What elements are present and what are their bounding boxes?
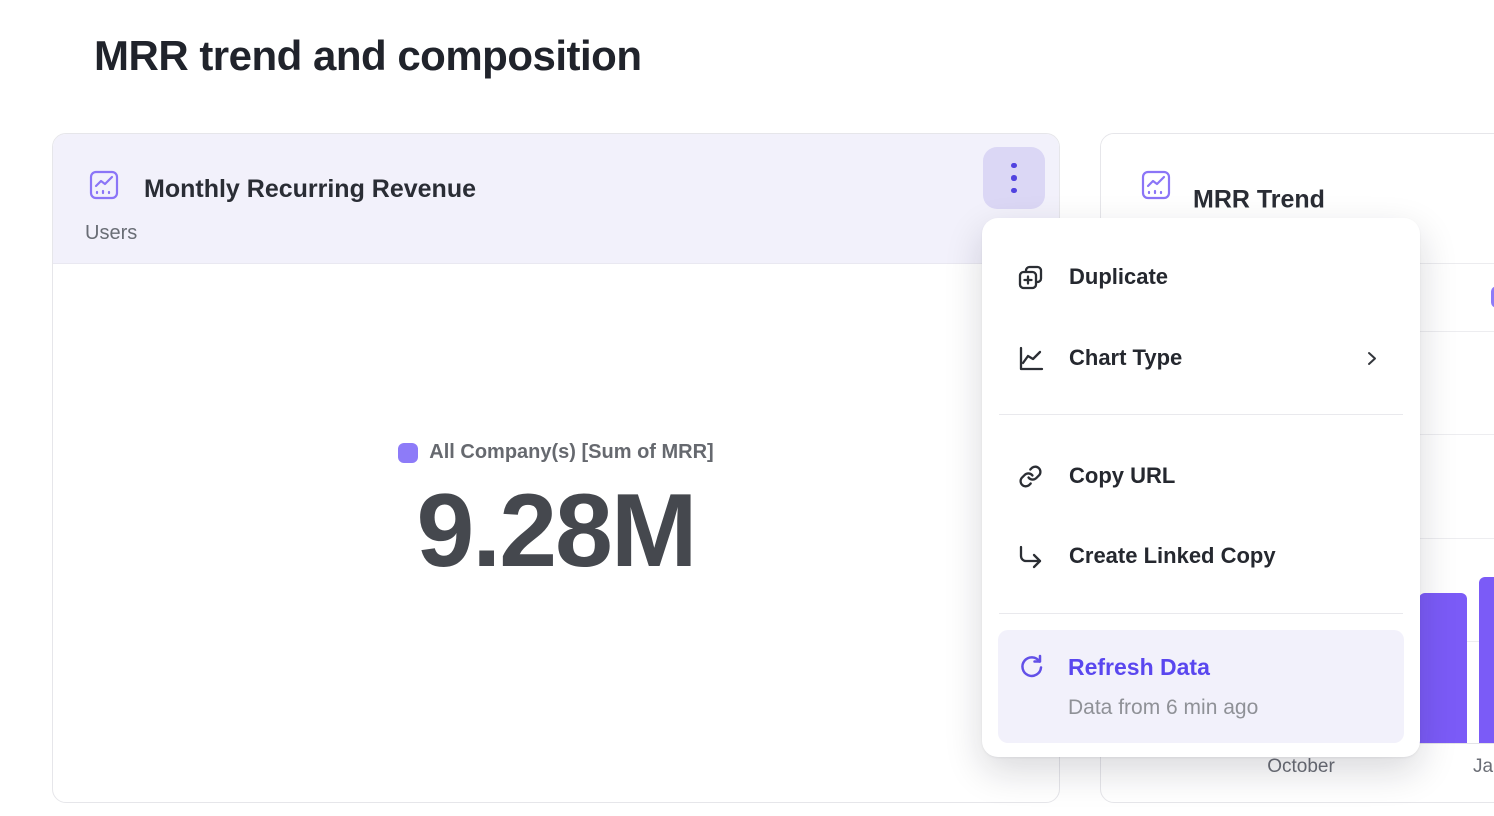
chevron-right-icon: [1363, 350, 1380, 367]
menu-item-label: Chart Type: [1069, 345, 1183, 370]
legend-row: All Company(s) [Sum of MRR]: [53, 441, 1059, 464]
big-number-value: 9.28M: [416, 473, 697, 589]
card-menu-button[interactable]: [983, 147, 1045, 209]
menu-item-create-linked-copy[interactable]: Create Linked Copy: [982, 523, 1420, 589]
legend-swatch: [398, 442, 419, 463]
linked-copy-icon: [1017, 543, 1044, 570]
x-tick-label-october: October: [1267, 756, 1335, 777]
card-context-menu: Duplicate Chart Type Copy URL: [982, 218, 1420, 757]
trend-legend-swatch: [1491, 286, 1494, 308]
chart-card-icon: [1141, 170, 1171, 200]
kebab-icon: [1011, 162, 1017, 169]
trend-card-title: MRR Trend: [1193, 185, 1325, 213]
menu-item-label: Duplicate: [1069, 264, 1169, 289]
menu-item-copy-url[interactable]: Copy URL: [982, 443, 1420, 509]
chart-card-icon: [89, 170, 119, 200]
menu-divider: [999, 613, 1403, 614]
duplicate-icon: [1017, 264, 1044, 291]
x-tick-label-january: January: [1473, 756, 1494, 777]
mrr-card-header: Monthly Recurring Revenue Users: [53, 134, 1059, 264]
link-icon: [1017, 463, 1044, 490]
bar-january[interactable]: [1479, 577, 1494, 743]
refresh-icon: [1018, 654, 1045, 681]
line-chart-icon: [1017, 345, 1044, 372]
menu-item-label: Refresh Data: [1068, 654, 1210, 680]
refresh-data-age: Data from 6 min ago: [1068, 696, 1259, 719]
menu-item-refresh-data[interactable]: Refresh Data Data from 6 min ago: [998, 630, 1404, 743]
legend-label: All Company(s) [Sum of MRR]: [429, 441, 714, 463]
menu-item-label: Create Linked Copy: [1069, 543, 1276, 568]
mrr-card-title: Monthly Recurring Revenue: [144, 175, 476, 203]
page-title: MRR trend and composition: [94, 32, 642, 79]
menu-item-label: Copy URL: [1069, 463, 1176, 488]
menu-divider: [999, 414, 1403, 415]
mrr-card-subtitle: Users: [85, 222, 138, 244]
mrr-card: Monthly Recurring Revenue Users All Comp…: [52, 133, 1060, 803]
bar-october[interactable]: [1419, 593, 1467, 743]
menu-item-duplicate[interactable]: Duplicate: [982, 244, 1420, 310]
menu-item-chart-type[interactable]: Chart Type: [982, 325, 1420, 391]
